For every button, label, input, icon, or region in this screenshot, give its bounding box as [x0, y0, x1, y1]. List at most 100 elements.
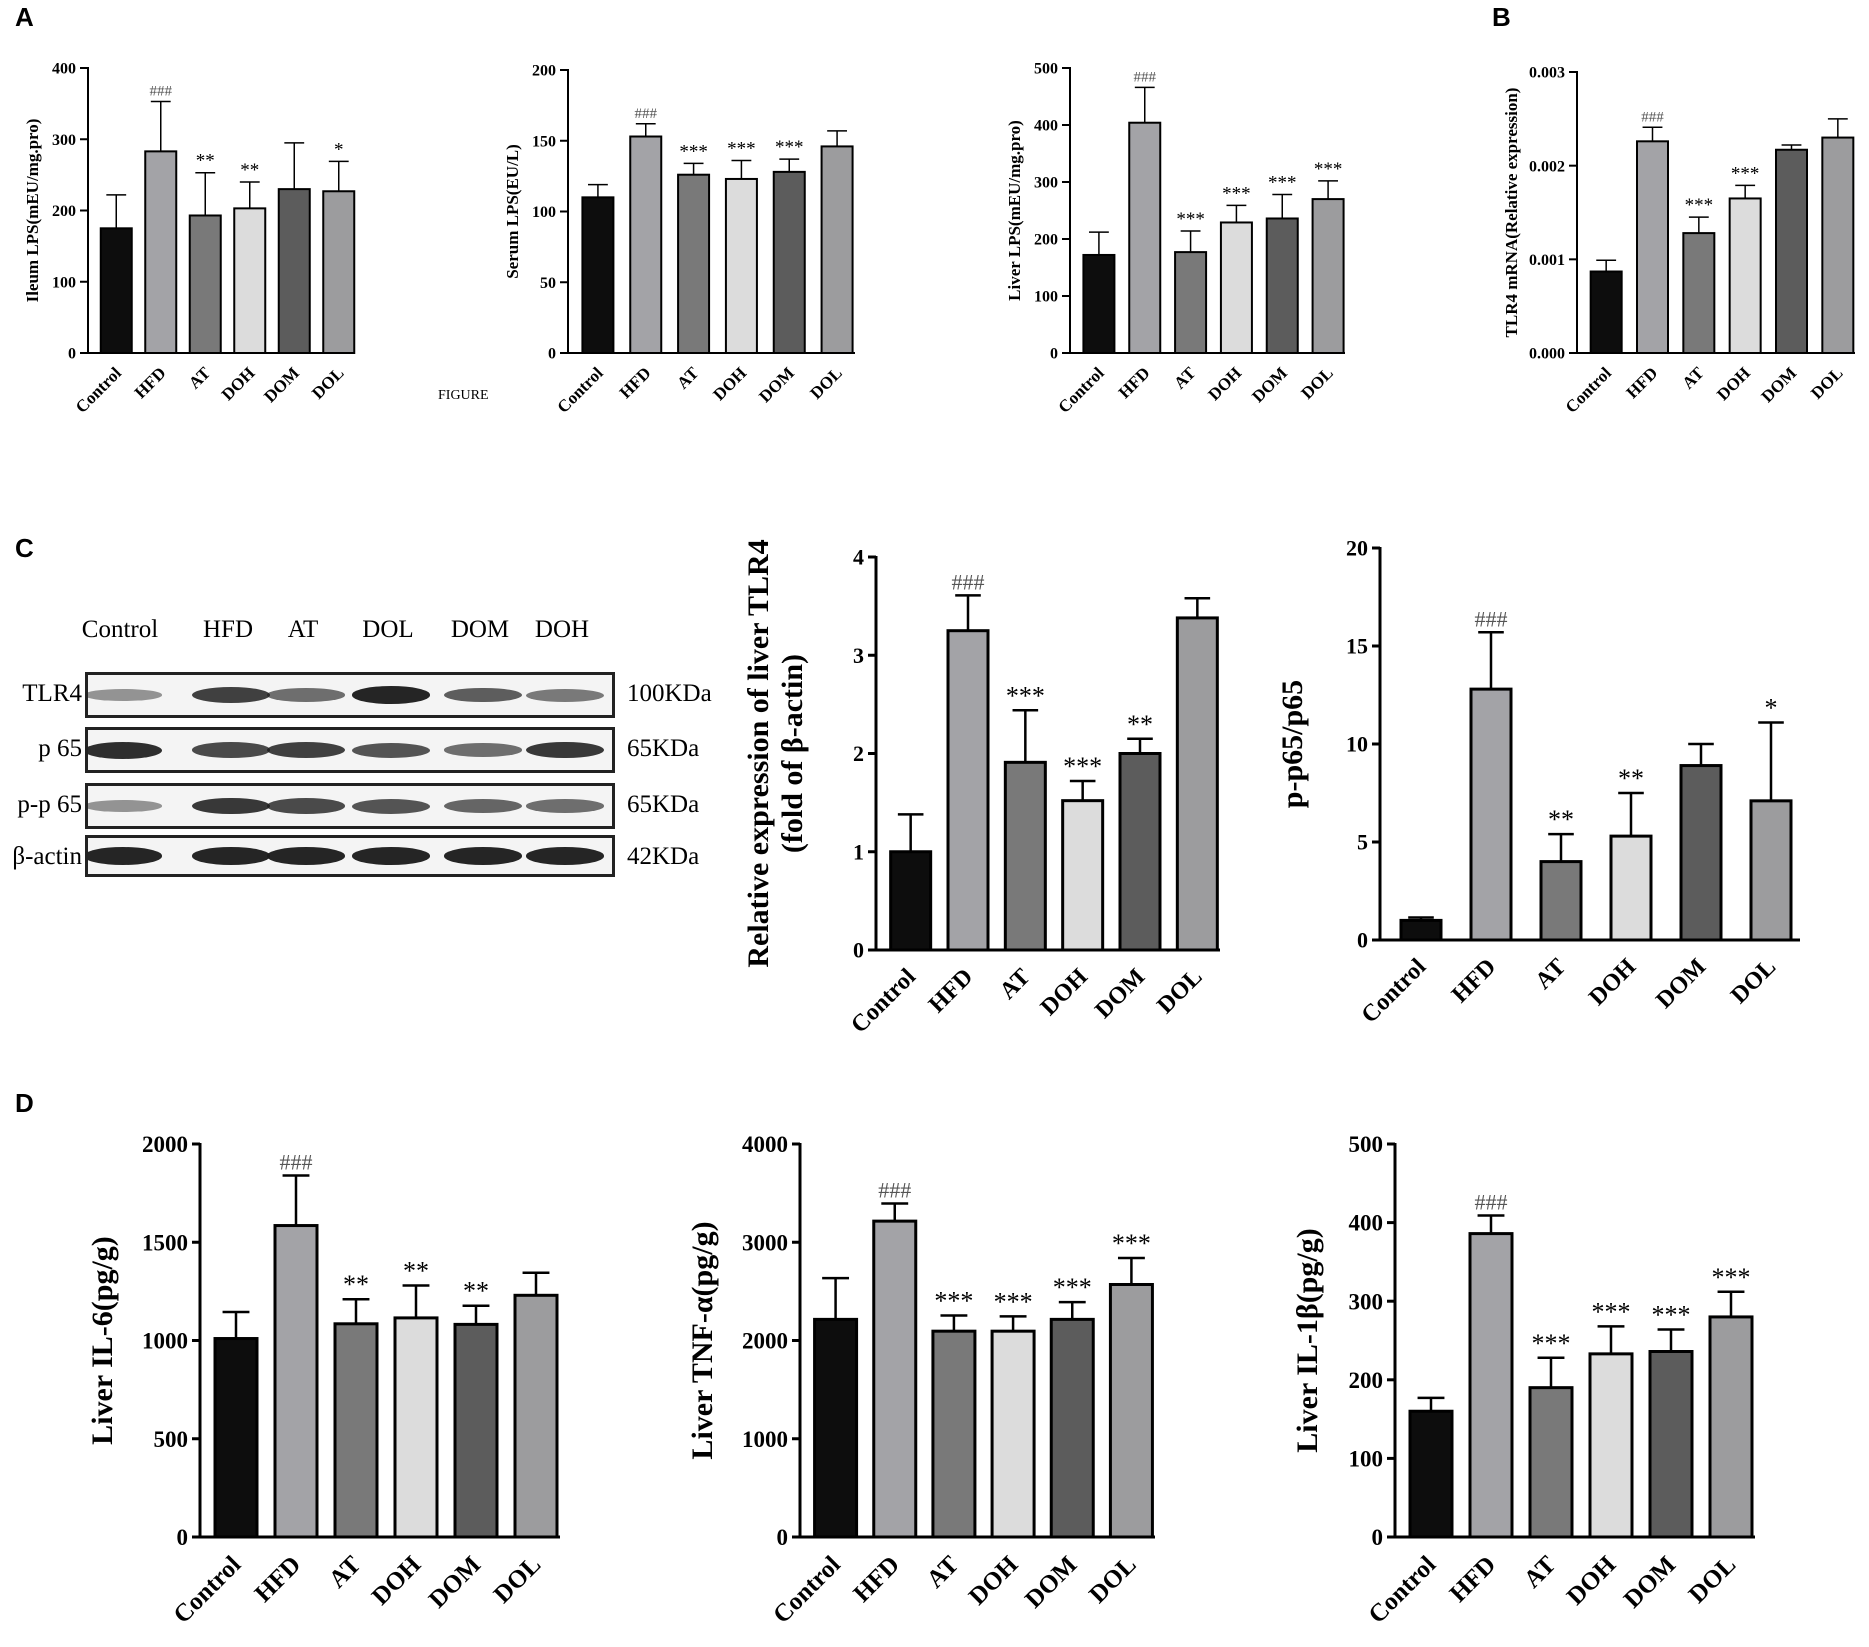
category-label: DOH: [218, 363, 259, 404]
blot-band: [88, 847, 162, 865]
significance-label: ***: [1532, 1329, 1571, 1358]
y-tick-label: 2000: [742, 1329, 788, 1354]
y-tick-label: 15: [1346, 634, 1368, 659]
y-tick-label: 300: [52, 132, 76, 149]
category-label: AT: [324, 1551, 367, 1594]
significance-label: **: [463, 1277, 489, 1306]
significance-label: ***: [1712, 1263, 1751, 1292]
category-label: DOM: [1619, 1551, 1681, 1613]
blot-band: [267, 688, 345, 702]
significance-label: ###: [635, 106, 658, 122]
bar-hfd: [629, 135, 663, 354]
bar-dom: [277, 188, 311, 354]
category-label: DOM: [755, 363, 798, 406]
y-tick-label: 50: [540, 275, 556, 292]
y-tick-label: 4: [853, 545, 864, 570]
y-tick-label: 1000: [142, 1329, 188, 1354]
bar-dom: [1118, 752, 1162, 952]
y-tick-label: 0.002: [1529, 158, 1565, 175]
western-blot: Control HFD AT DOL DOM DOH TLR4 100KDa p 65 65KDa…: [0, 600, 712, 900]
blot-band: [88, 800, 162, 812]
blot-band: [352, 742, 430, 758]
category-label: HFD: [849, 1551, 905, 1607]
y-tick-label: 200: [532, 63, 556, 80]
bar-doh: [233, 207, 267, 354]
bar-hfd: [273, 1224, 319, 1539]
y-axis-label: Liver LPS(mEU/mg.pro): [1005, 120, 1024, 301]
bar-at: [333, 1322, 379, 1539]
blot-lane-at: AT: [287, 616, 319, 643]
bar-dom: [453, 1322, 499, 1539]
bar-dol: [820, 145, 854, 354]
significance-label: ***: [727, 139, 756, 160]
bar-at: [931, 1329, 977, 1539]
bar-control: [1082, 253, 1116, 355]
y-tick-label: 0.000: [1529, 346, 1565, 363]
blot-band: [444, 687, 522, 703]
stray-figure-label: FIGURE: [438, 388, 489, 403]
bar-dom: [1265, 217, 1299, 354]
category-label: Control: [768, 1551, 846, 1629]
significance-label: ***: [679, 141, 708, 162]
y-tick-label: 100: [1034, 289, 1058, 306]
category-label: Control: [169, 1551, 247, 1629]
category-label: DOL: [1152, 964, 1207, 1019]
bar-dom: [1679, 764, 1723, 942]
y-tick-label: 5: [1357, 830, 1368, 855]
panel-letter-a: A: [15, 2, 34, 32]
blot-band: [444, 799, 522, 813]
significance-label: ***: [1112, 1229, 1151, 1258]
y-tick-label: 3000: [742, 1230, 788, 1255]
bar-dol: [1175, 616, 1219, 952]
category-label: AT: [673, 363, 703, 393]
y-tick-label: 0: [1357, 928, 1368, 953]
significance-label: **: [403, 1256, 429, 1285]
chart-d3: 0 100 200 300 400 500 Liver IL-1β(pg/g) Control…: [1291, 1132, 1755, 1629]
y-tick-label: 0.001: [1529, 252, 1565, 269]
significance-label: ***: [1592, 1297, 1631, 1326]
y-tick-label: 200: [52, 203, 76, 220]
blot-band: [192, 742, 270, 758]
panel-letter-d: D: [15, 1088, 34, 1118]
bar-doh: [1061, 799, 1105, 952]
category-label: DOH: [709, 363, 750, 404]
y-tick-label: 2000: [142, 1132, 188, 1157]
y-axis-label: Liver TNF-α(pg/g): [686, 1221, 719, 1459]
blot-band: [352, 847, 430, 865]
category-label: HFD: [1115, 363, 1154, 402]
significance-label: ###: [1641, 109, 1664, 125]
blot-kda-label: 100KDa: [627, 680, 712, 707]
bar-at: [1003, 760, 1047, 952]
blot-row-box: [85, 835, 615, 877]
bar-dom: [1049, 1317, 1095, 1539]
y-tick-label: 300: [1349, 1289, 1384, 1314]
bar-hfd: [1636, 140, 1669, 354]
category-label: DOH: [1713, 363, 1754, 404]
y-tick-label: 4000: [742, 1132, 788, 1157]
bar-doh: [1219, 221, 1253, 354]
y-tick-label: 0: [68, 346, 76, 363]
significance-label: ***: [934, 1286, 973, 1315]
significance-label: ***: [1176, 209, 1205, 230]
y-tick-label: 1500: [142, 1230, 188, 1255]
blot-band: [88, 741, 162, 759]
category-label: Control: [1364, 1551, 1442, 1629]
y-tick-label: 400: [52, 61, 76, 78]
bar-control: [1589, 270, 1623, 355]
y-tick-label: 400: [1034, 118, 1058, 135]
significance-label: ***: [1063, 752, 1102, 781]
y-axis-label: Liver IL-1β(pg/g): [1291, 1228, 1324, 1452]
category-label: DOH: [964, 1551, 1024, 1611]
bar-dol: [1821, 136, 1855, 354]
category-label: AT: [1531, 954, 1572, 995]
significance-label: ***: [1314, 159, 1343, 180]
blot-row-label: TLR4: [22, 680, 82, 707]
category-label: DOM: [1248, 363, 1291, 406]
significance-label: ###: [952, 569, 985, 594]
category-label: DOM: [1758, 363, 1801, 406]
bar-dol: [1311, 198, 1345, 354]
category-label: DOM: [1090, 964, 1150, 1024]
category-label: HFD: [1447, 954, 1501, 1008]
